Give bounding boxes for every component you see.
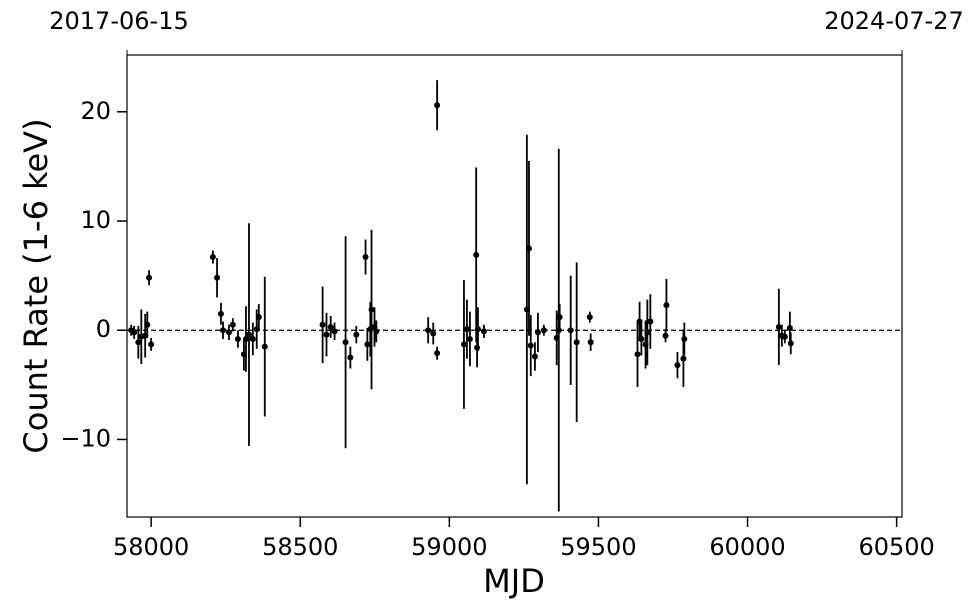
data-point [534, 329, 541, 336]
data-point [540, 327, 547, 334]
data-point [634, 351, 641, 358]
data-point [249, 335, 256, 342]
x2-tick-label: 2017-06-15 [49, 7, 188, 35]
data-point [131, 329, 138, 336]
data-point [430, 330, 437, 337]
data-point [647, 318, 654, 325]
data-point [466, 335, 473, 342]
data-point [680, 355, 687, 362]
data-point [135, 339, 142, 346]
data-point [473, 251, 480, 258]
data-point [362, 254, 369, 261]
data-point [146, 274, 153, 281]
y-tick-label: 20 [80, 97, 111, 125]
data-point [331, 328, 338, 335]
plot-frame [126, 54, 903, 518]
data-point [214, 274, 221, 281]
y-tick-label: 0 [96, 315, 111, 343]
data-point [220, 327, 227, 334]
data-point [148, 341, 155, 348]
data-point [786, 325, 793, 332]
data-point [474, 326, 481, 333]
data-point [225, 329, 232, 336]
x-tick-label: 58500 [262, 533, 338, 561]
data-point [573, 339, 580, 346]
data-point [425, 327, 432, 334]
data-point [319, 321, 326, 328]
data-point [531, 353, 538, 360]
data-point [525, 245, 532, 252]
x-tick-label: 60500 [858, 533, 934, 561]
x-tick-label: 59000 [411, 533, 487, 561]
data-point [234, 335, 241, 342]
data-point [342, 339, 349, 346]
data-point [434, 102, 441, 109]
data-point [775, 323, 782, 330]
data-point [460, 341, 467, 348]
data-point [229, 321, 236, 328]
data-point [662, 332, 669, 339]
data-point [217, 310, 224, 317]
data-point [586, 314, 593, 321]
y-tick-label: 10 [80, 206, 111, 234]
data-point [434, 350, 441, 357]
data-point [674, 362, 681, 369]
data-point [463, 326, 470, 333]
data-point [781, 333, 788, 340]
x2-tick-label: 2024-07-27 [824, 7, 963, 35]
data-point [663, 302, 670, 309]
data-point [638, 335, 645, 342]
x-axis-label: MJD [483, 562, 545, 600]
data-point [373, 328, 380, 335]
data-point [368, 306, 375, 313]
data-point [353, 331, 360, 338]
x-tick-label: 60000 [709, 533, 785, 561]
x-tick-label: 59500 [560, 533, 636, 561]
data-point [556, 314, 563, 321]
y-tick-label: −10 [60, 424, 111, 452]
data-point [144, 321, 151, 328]
data-point [242, 335, 249, 342]
y-axis-label: Count Rate (1-6 keV) [17, 118, 55, 453]
data-point [787, 340, 794, 347]
data-point [261, 343, 268, 350]
data-point [480, 328, 487, 335]
x-tick-label: 58000 [113, 533, 189, 561]
data-point [644, 329, 651, 336]
data-point [347, 354, 354, 361]
data-point [209, 254, 216, 261]
data-point [245, 331, 252, 338]
data-point [527, 342, 534, 349]
data-point [364, 341, 371, 348]
data-point [323, 331, 330, 338]
data-point [255, 314, 262, 321]
data-point [587, 339, 594, 346]
data-point [567, 327, 574, 334]
data-point [327, 323, 334, 330]
data-point [681, 335, 688, 342]
